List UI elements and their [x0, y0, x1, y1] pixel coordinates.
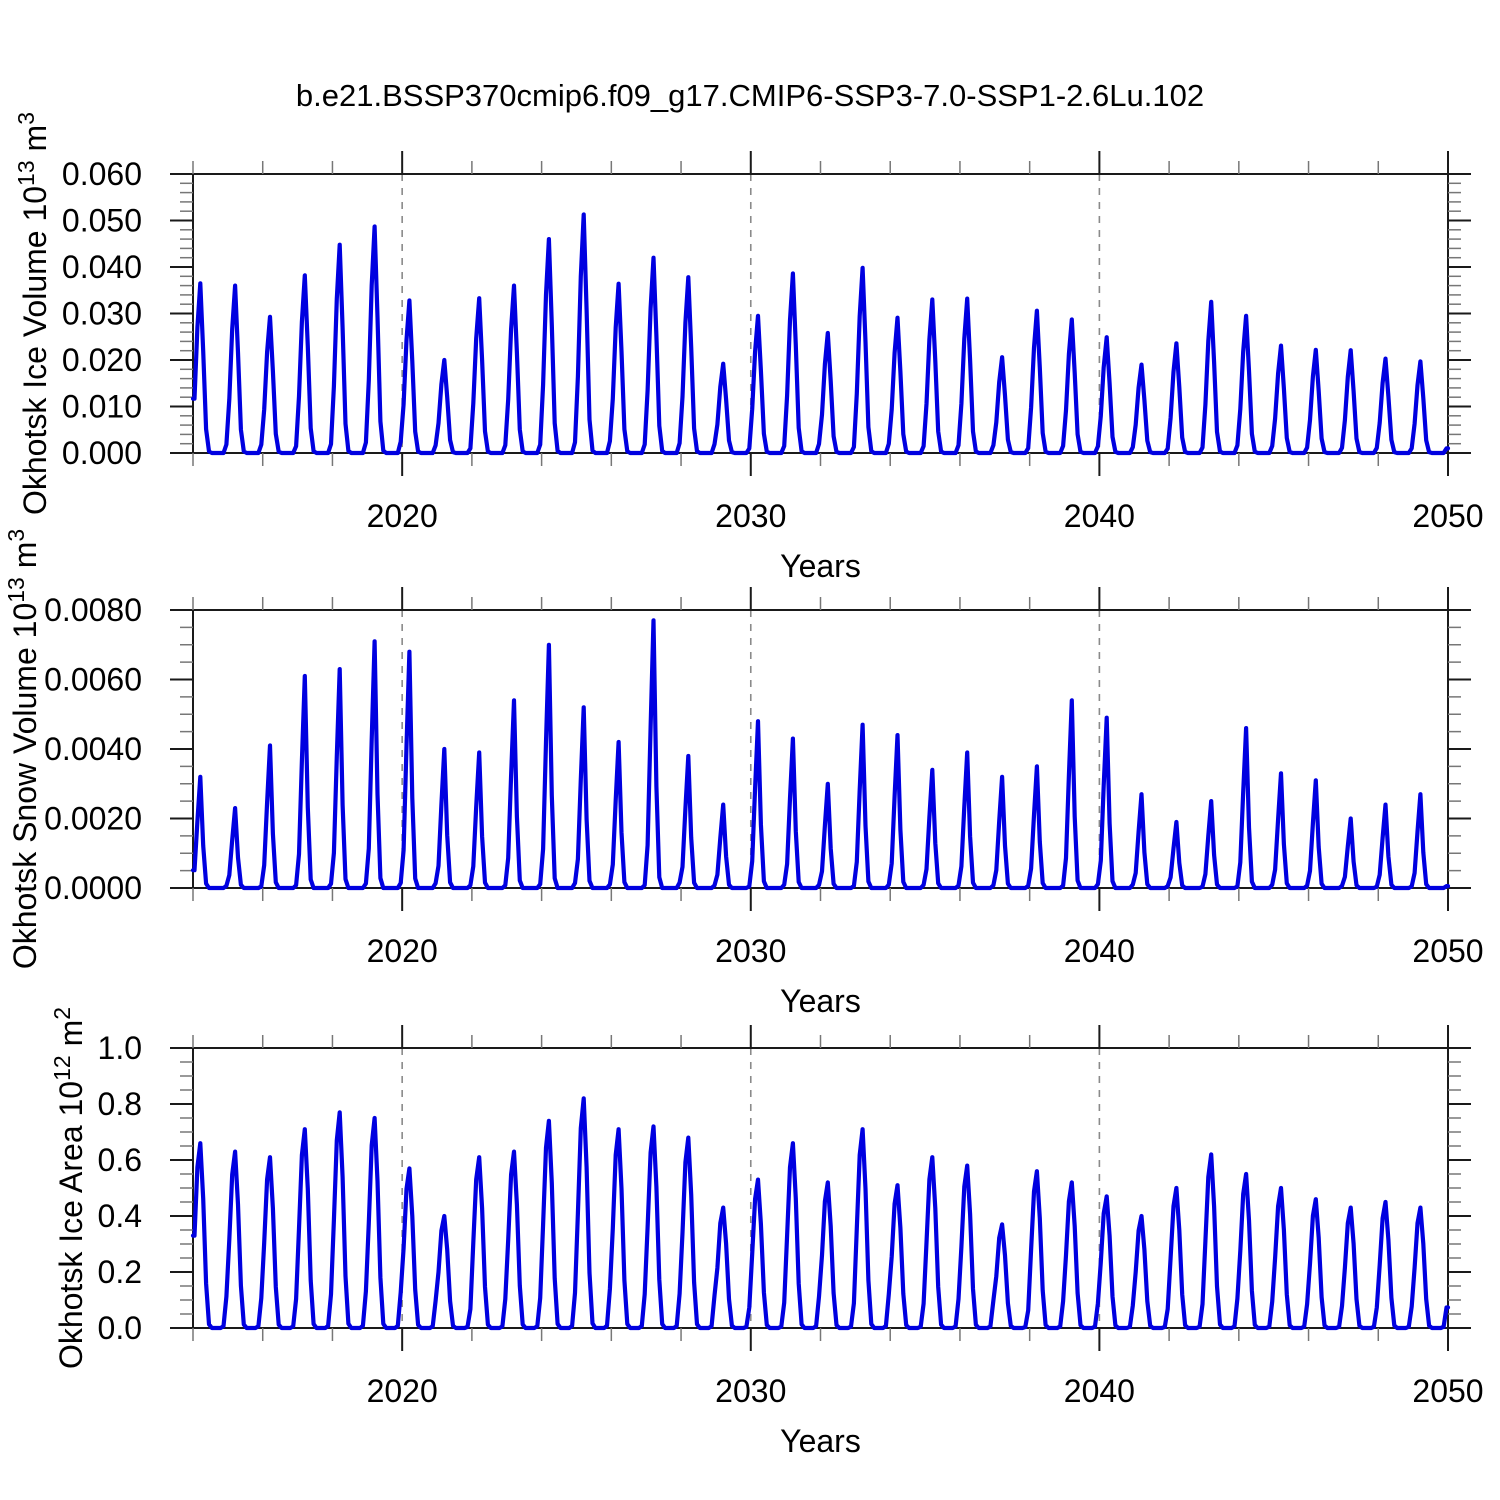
series-line-okhotsk-snow-volume — [190, 618, 1451, 891]
y-axis-title: Okhotsk Ice Area 1012 m2 — [49, 1007, 89, 1369]
y-tick-label: 0.010 — [62, 389, 142, 425]
x-tick-label: 2050 — [1412, 498, 1483, 534]
panel-okhotsk-ice-area: 0.0 0.2 0.4 0.6 0.8 1.0 2020 2030 2040 2050 Years O… — [49, 1007, 1484, 1459]
x-tick-label: 2020 — [367, 933, 438, 969]
panel-okhotsk-ice-volume: 0.000 0.010 0.020 0.030 0.040 0.050 0.060 2020 2… — [13, 112, 1484, 584]
x-axis-title: Years — [780, 548, 861, 584]
y-tick-label: 0.0 — [98, 1310, 142, 1346]
y-axis-title: Okhotsk Snow Volume 1013 m3 — [3, 529, 43, 969]
y-tick-label: 0.020 — [62, 342, 142, 378]
y-tick-label: 0.040 — [62, 249, 142, 285]
x-tick-label: 2040 — [1064, 498, 1135, 534]
y-tick-label: 1.0 — [98, 1030, 142, 1066]
x-axis-title: Years — [780, 1423, 861, 1459]
x-tick-label: 2030 — [715, 1373, 786, 1409]
y-tick-label: 0.2 — [98, 1254, 142, 1290]
x-tick-label: 2050 — [1412, 933, 1483, 969]
x-tick-label: 2030 — [715, 498, 786, 534]
y-tick-label: 0.060 — [62, 156, 142, 192]
y-tick-label: 0.050 — [62, 203, 142, 239]
series-line-okhotsk-ice-area — [190, 1096, 1451, 1331]
x-tick-label: 2020 — [367, 498, 438, 534]
y-tick-label: 0.0000 — [44, 870, 142, 906]
x-tick-label: 2040 — [1064, 933, 1135, 969]
y-tick-label: 0.8 — [98, 1086, 142, 1122]
x-tick-label: 2040 — [1064, 1373, 1135, 1409]
x-tick-label: 2030 — [715, 933, 786, 969]
y-tick-label: 0.6 — [98, 1142, 142, 1178]
y-tick-label: 0.0060 — [44, 662, 142, 698]
y-tick-label: 0.030 — [62, 296, 142, 332]
y-tick-label: 0.0080 — [44, 592, 142, 628]
y-tick-label: 0.000 — [62, 435, 142, 471]
x-tick-label: 2050 — [1412, 1373, 1483, 1409]
figure-title: b.e21.BSSP370cmip6.f09_g17.CMIP6-SSP3-7.… — [295, 78, 1205, 113]
y-tick-label: 0.0020 — [44, 801, 142, 837]
y-tick-label: 0.0040 — [44, 731, 142, 767]
x-tick-label: 2020 — [367, 1373, 438, 1409]
y-tick-label: 0.4 — [98, 1198, 142, 1234]
y-axis-title: Okhotsk Ice Volume 1013 m3 — [13, 112, 53, 515]
x-axis-title: Years — [780, 983, 861, 1019]
series-line-okhotsk-ice-volume — [190, 212, 1451, 456]
panel-okhotsk-snow-volume: 0.0000 0.0020 0.0040 0.0060 0.0080 2020 2030 20… — [3, 529, 1484, 1019]
